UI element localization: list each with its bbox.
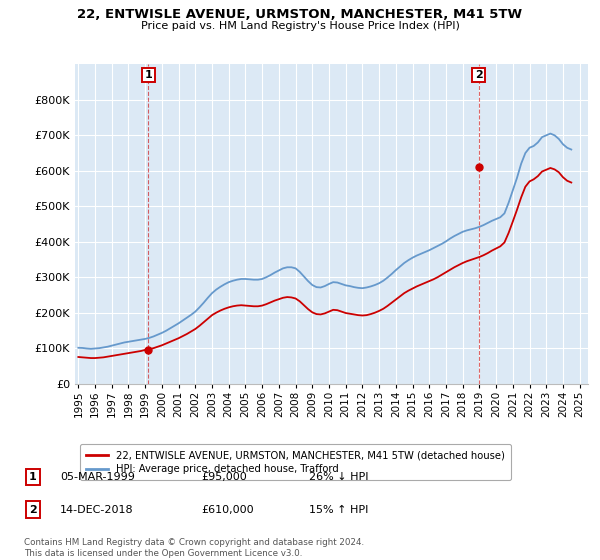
Text: 15% ↑ HPI: 15% ↑ HPI [309, 505, 368, 515]
Text: 1: 1 [145, 70, 152, 80]
Text: £95,000: £95,000 [201, 472, 247, 482]
Text: 05-MAR-1999: 05-MAR-1999 [60, 472, 135, 482]
Text: 22, ENTWISLE AVENUE, URMSTON, MANCHESTER, M41 5TW: 22, ENTWISLE AVENUE, URMSTON, MANCHESTER… [77, 8, 523, 21]
Text: 2: 2 [29, 505, 37, 515]
Text: Price paid vs. HM Land Registry's House Price Index (HPI): Price paid vs. HM Land Registry's House … [140, 21, 460, 31]
Legend: 22, ENTWISLE AVENUE, URMSTON, MANCHESTER, M41 5TW (detached house), HPI: Average: 22, ENTWISLE AVENUE, URMSTON, MANCHESTER… [80, 445, 511, 480]
Text: Contains HM Land Registry data © Crown copyright and database right 2024.
This d: Contains HM Land Registry data © Crown c… [24, 538, 364, 558]
Text: 2: 2 [475, 70, 482, 80]
Text: 1: 1 [29, 472, 37, 482]
Text: 26% ↓ HPI: 26% ↓ HPI [309, 472, 368, 482]
Text: £610,000: £610,000 [201, 505, 254, 515]
Text: 14-DEC-2018: 14-DEC-2018 [60, 505, 134, 515]
